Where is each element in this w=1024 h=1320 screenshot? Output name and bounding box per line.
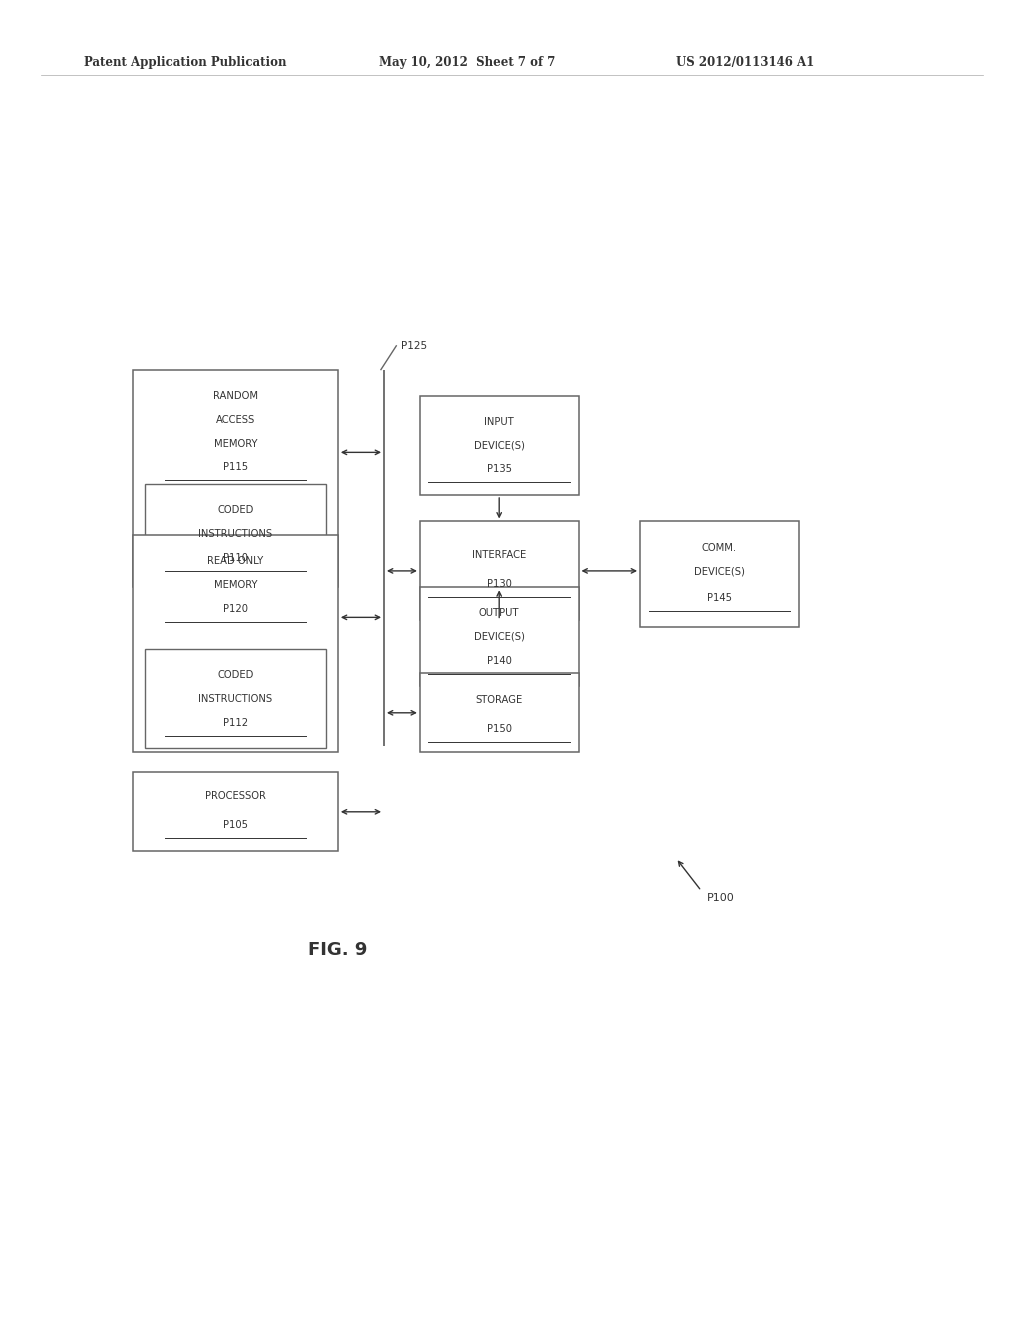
Text: DEVICE(S): DEVICE(S) (474, 632, 524, 642)
Text: DEVICE(S): DEVICE(S) (694, 566, 744, 577)
Bar (420, 587, 579, 686)
Text: OUTPUT: OUTPUT (479, 609, 519, 618)
Bar (133, 772, 338, 851)
Text: INSTRUCTIONS: INSTRUCTIONS (199, 529, 272, 539)
Text: RANDOM: RANDOM (213, 391, 258, 401)
Bar (145, 649, 326, 748)
Bar (420, 521, 579, 620)
Text: P112: P112 (223, 718, 248, 727)
Text: FIG. 9: FIG. 9 (308, 941, 368, 960)
Text: P100: P100 (707, 892, 734, 903)
Text: US 2012/0113146 A1: US 2012/0113146 A1 (676, 55, 814, 69)
Text: P140: P140 (486, 656, 512, 665)
Bar (640, 521, 799, 627)
Text: CODED: CODED (217, 506, 254, 515)
Text: P135: P135 (486, 465, 512, 474)
Text: ACCESS: ACCESS (216, 414, 255, 425)
Text: INSTRUCTIONS: INSTRUCTIONS (199, 694, 272, 704)
Bar (145, 484, 326, 583)
Bar (420, 396, 579, 495)
Bar (420, 673, 579, 752)
Text: P105: P105 (223, 820, 248, 830)
Text: CODED: CODED (217, 671, 254, 680)
Text: P120: P120 (223, 603, 248, 614)
Text: MEMORY: MEMORY (214, 579, 257, 590)
Text: P125: P125 (401, 341, 428, 351)
Text: MEMORY: MEMORY (214, 438, 257, 449)
Text: May 10, 2012  Sheet 7 of 7: May 10, 2012 Sheet 7 of 7 (379, 55, 555, 69)
Text: P130: P130 (486, 579, 512, 589)
Text: PROCESSOR: PROCESSOR (205, 791, 266, 801)
Text: INTERFACE: INTERFACE (472, 550, 526, 560)
Text: P150: P150 (486, 723, 512, 734)
Text: P145: P145 (707, 593, 732, 603)
Text: INPUT: INPUT (484, 417, 514, 426)
Text: P115: P115 (223, 462, 248, 473)
Text: STORAGE: STORAGE (475, 694, 523, 705)
Text: DEVICE(S): DEVICE(S) (474, 441, 524, 450)
Bar (133, 535, 338, 752)
Text: Patent Application Publication: Patent Application Publication (84, 55, 287, 69)
Text: P110: P110 (223, 553, 248, 562)
Text: READ ONLY: READ ONLY (208, 556, 263, 566)
Bar (133, 370, 338, 587)
Text: COMM.: COMM. (701, 543, 737, 553)
